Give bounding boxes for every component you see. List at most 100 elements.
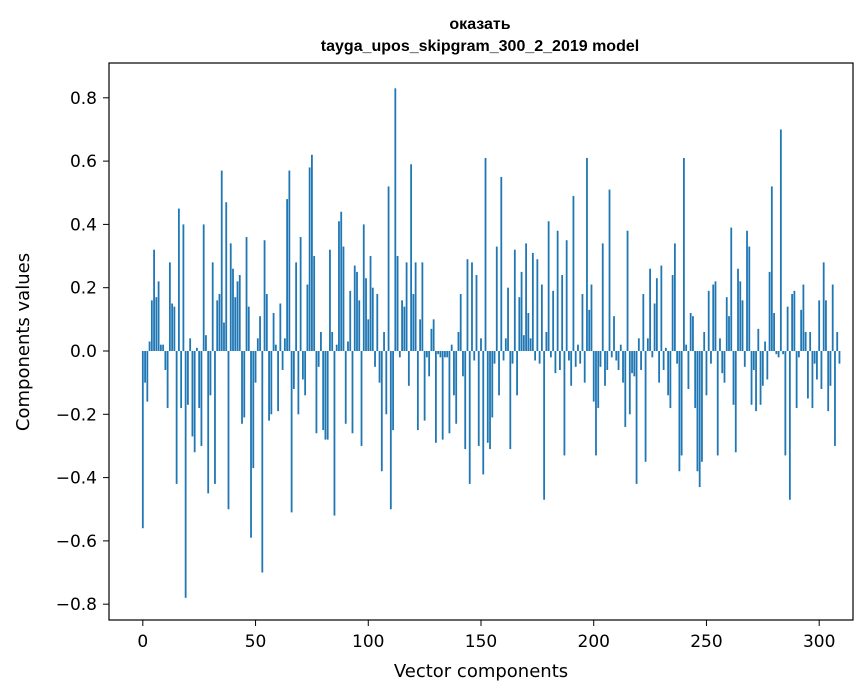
bar (568, 350, 570, 361)
bar (473, 350, 476, 361)
bar (730, 227, 733, 351)
bar (646, 338, 649, 351)
bar (256, 338, 259, 351)
bar (358, 300, 361, 351)
bar (809, 332, 812, 351)
bar (216, 300, 219, 351)
bar (728, 316, 730, 351)
bar (513, 249, 516, 351)
bar (338, 221, 340, 351)
bar (274, 344, 277, 351)
y-tick-label: −0.4 (56, 469, 97, 489)
bar (374, 350, 376, 367)
bar (241, 350, 243, 424)
bar (705, 350, 708, 396)
x-axis-ticks: 0 50 100 150 200 250 300 (137, 620, 835, 652)
bar (486, 350, 489, 443)
bar (511, 350, 514, 364)
bar (173, 306, 176, 351)
bar (484, 157, 487, 351)
bar (606, 350, 609, 370)
bar (531, 252, 534, 351)
bar (250, 350, 252, 538)
bar (570, 350, 573, 386)
bar (737, 268, 739, 351)
bar (392, 350, 394, 431)
bar (554, 350, 557, 374)
bar (581, 294, 584, 351)
plot-frame (108, 62, 854, 621)
bar (811, 350, 814, 408)
bar (592, 350, 595, 402)
bar (793, 290, 796, 351)
bar (180, 350, 183, 408)
bar (813, 350, 816, 364)
bar (802, 284, 805, 351)
bar (797, 350, 800, 358)
bar (356, 271, 358, 351)
bar (159, 344, 162, 351)
bar (272, 313, 275, 351)
bar (389, 350, 392, 510)
bar (371, 287, 374, 351)
bar (471, 262, 473, 351)
bar (171, 303, 174, 351)
bar (455, 350, 458, 424)
bar (807, 350, 809, 399)
bar (308, 167, 311, 351)
bar (590, 284, 593, 351)
bar (689, 313, 692, 351)
bar (635, 350, 638, 484)
bar (259, 316, 261, 351)
bar (405, 262, 408, 351)
bar (141, 350, 144, 529)
x-tick-label: 200 (578, 632, 610, 652)
bar-series (141, 88, 841, 598)
bar (741, 300, 744, 351)
x-tick-label: 100 (352, 632, 384, 652)
bar (243, 350, 246, 418)
bar (290, 350, 293, 513)
bar (795, 350, 798, 408)
bar (326, 350, 329, 440)
bar (263, 240, 266, 351)
bar (552, 290, 555, 351)
bar (507, 287, 509, 351)
y-tick-label: 0.0 (70, 342, 97, 362)
bar (662, 350, 665, 370)
bar (559, 350, 561, 370)
bar (193, 350, 196, 453)
bar (685, 344, 688, 351)
bar (428, 350, 431, 377)
bar (498, 350, 500, 396)
bar (347, 341, 349, 351)
bar (619, 344, 622, 351)
bar (579, 350, 582, 364)
bar (768, 271, 771, 351)
bar (547, 221, 550, 351)
bar (270, 350, 273, 415)
bar (423, 350, 426, 421)
x-tick-label: 300 (803, 632, 835, 652)
chart-title-line-2: tayga_upos_skipgram_300_2_2019 model (321, 38, 639, 55)
bar (628, 350, 631, 415)
bar (281, 350, 284, 370)
bar (692, 316, 694, 351)
bar (574, 350, 577, 367)
bar (784, 350, 787, 456)
bar (561, 275, 564, 351)
bar (229, 243, 232, 351)
bar (187, 350, 189, 405)
bar (344, 350, 347, 424)
bar (349, 290, 352, 351)
bar (565, 240, 568, 351)
bar (477, 350, 480, 446)
bar (304, 350, 307, 396)
bar (218, 294, 221, 351)
bar (329, 249, 331, 351)
bar (175, 350, 178, 484)
bar (421, 262, 424, 351)
bar (441, 350, 444, 440)
bar (369, 256, 372, 351)
bar (610, 350, 613, 358)
